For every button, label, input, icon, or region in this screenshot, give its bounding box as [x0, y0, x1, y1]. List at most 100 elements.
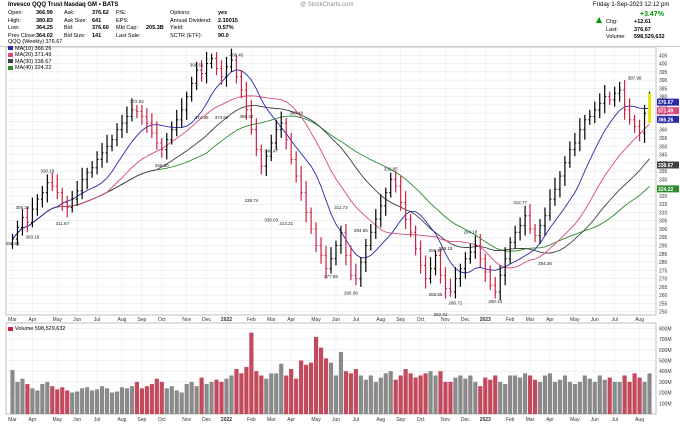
price-annotation: 395.61	[190, 63, 204, 68]
x-tick-label: Nov	[182, 317, 191, 323]
volume-bar	[378, 377, 383, 414]
volume-bar	[418, 375, 423, 414]
price-label: 376.67	[658, 100, 674, 106]
volume-bar	[75, 391, 80, 414]
volume-bar	[229, 375, 234, 414]
y-tick-label: 250	[659, 310, 668, 316]
quote-field: Mkt Cap: 205.3B	[116, 25, 164, 31]
legend-ma10: MA(10) 366.26	[8, 46, 62, 53]
quote-fields-1: Open: 366.99 High: 380.83 Low: 364.25 Prev Clo…	[8, 10, 53, 40]
price-annotation: 346.30	[155, 163, 169, 168]
x-tick-label: Aug	[635, 317, 644, 323]
volume-bar	[189, 381, 194, 414]
volume-bar	[249, 332, 254, 414]
x-tick-label: Apr	[29, 417, 37, 423]
up-arrow-icon	[596, 10, 602, 23]
volume-bar	[134, 381, 139, 414]
volume-bar	[80, 388, 85, 414]
y-tick-label: 260	[659, 293, 668, 299]
volume-bar	[597, 375, 602, 414]
volume-bar	[10, 370, 15, 414]
x-tick-label: 2022	[221, 417, 232, 423]
volume-bar	[582, 375, 587, 414]
volume-tick-label: 500M	[659, 358, 672, 364]
quote-fields-2: Ask: 376.62 Ask Size: 641 Bid: 376.60 Bid Size…	[64, 10, 109, 40]
x-tick-label: Dec	[202, 317, 211, 323]
x-tick-label: Feb	[247, 317, 256, 323]
x-tick-label: Apr	[546, 317, 554, 323]
volume-bar	[572, 384, 577, 414]
change-percent: +3.47%	[640, 11, 664, 18]
volume-bar	[70, 392, 75, 414]
x-tick-label: Jun	[591, 317, 599, 323]
volume-bar	[448, 381, 453, 414]
volume-bar	[393, 379, 398, 414]
price-annotation: 293.80	[6, 241, 20, 246]
volume-bar	[523, 373, 528, 414]
price-label-box	[657, 107, 679, 115]
volume-bar	[90, 390, 95, 414]
legend-ma20: MA(20) 371.49	[8, 52, 62, 59]
x-tick-label: Sep	[137, 317, 146, 323]
x-tick-label: Dec	[461, 417, 470, 423]
volume-bar	[154, 378, 159, 414]
volume-bar	[109, 392, 115, 414]
ma20-line	[12, 95, 650, 269]
ma30-line	[12, 105, 650, 254]
volume-bar	[617, 381, 622, 414]
volume-bar	[139, 388, 144, 414]
x-tick-label: Aug	[376, 417, 385, 423]
y-tick-label: 385	[659, 86, 668, 92]
quote-field: Yield: 0.57%	[170, 25, 234, 31]
volume-bar	[373, 381, 378, 414]
x-tick-label: Nov	[441, 417, 450, 423]
volume-bar	[493, 375, 498, 414]
price-annotation: 252.31	[434, 312, 448, 317]
y-tick-label: 305	[659, 219, 668, 225]
price-annotation: 260.71	[449, 300, 463, 305]
volume-bar	[119, 387, 125, 414]
volume-swatch	[8, 326, 13, 331]
volume-bar	[383, 373, 388, 414]
x-tick-label: May	[53, 317, 63, 323]
price-annotation: 372.52	[130, 99, 144, 104]
x-tick-label: Aug	[635, 417, 644, 423]
volume-bar	[632, 373, 637, 414]
volume-bar	[527, 375, 533, 414]
volume-bar	[55, 389, 60, 414]
volume-bar	[244, 366, 249, 414]
quote-field: EPS:	[116, 17, 129, 24]
price-annotation: 387.98	[628, 76, 642, 81]
volume-bar	[552, 381, 558, 414]
volume-bar	[104, 388, 110, 414]
volume-bar	[294, 378, 299, 414]
price-annotation: 369.48	[289, 110, 303, 115]
x-tick-label: Apr	[287, 317, 295, 323]
watermark: @ StockCharts.com	[300, 2, 354, 8]
volume-bar	[129, 386, 135, 414]
x-tick-label: May	[311, 317, 321, 323]
y-tick-label: 310	[659, 210, 668, 216]
price-label: 324.22	[658, 187, 674, 193]
x-tick-label: Apr	[29, 317, 37, 323]
price-label-box	[657, 161, 679, 169]
price-label: 371.49	[658, 109, 674, 115]
x-tick-label: Oct	[158, 417, 166, 423]
price-label: 366.26	[658, 117, 674, 123]
volume-bar	[144, 386, 149, 414]
x-tick-label: Sep	[137, 417, 146, 423]
volume-bar	[65, 390, 70, 414]
volume-bar	[423, 373, 428, 414]
x-tick-label: May	[53, 417, 63, 423]
price-annotation: 294.65	[354, 228, 368, 233]
x-tick-label: Nov	[441, 317, 450, 323]
quote-field: Options: yes	[170, 10, 228, 16]
volume-bar	[199, 377, 204, 414]
x-tick-label: Nov	[182, 417, 191, 423]
y-tick-label: 355	[659, 136, 668, 142]
legend-ma30: MA(30) 338.67	[8, 59, 62, 66]
x-tick-label: Dec	[202, 417, 211, 423]
x-tick-label: Oct	[158, 317, 166, 323]
volume-bar	[438, 371, 443, 414]
y-tick-label: 275	[659, 268, 668, 274]
